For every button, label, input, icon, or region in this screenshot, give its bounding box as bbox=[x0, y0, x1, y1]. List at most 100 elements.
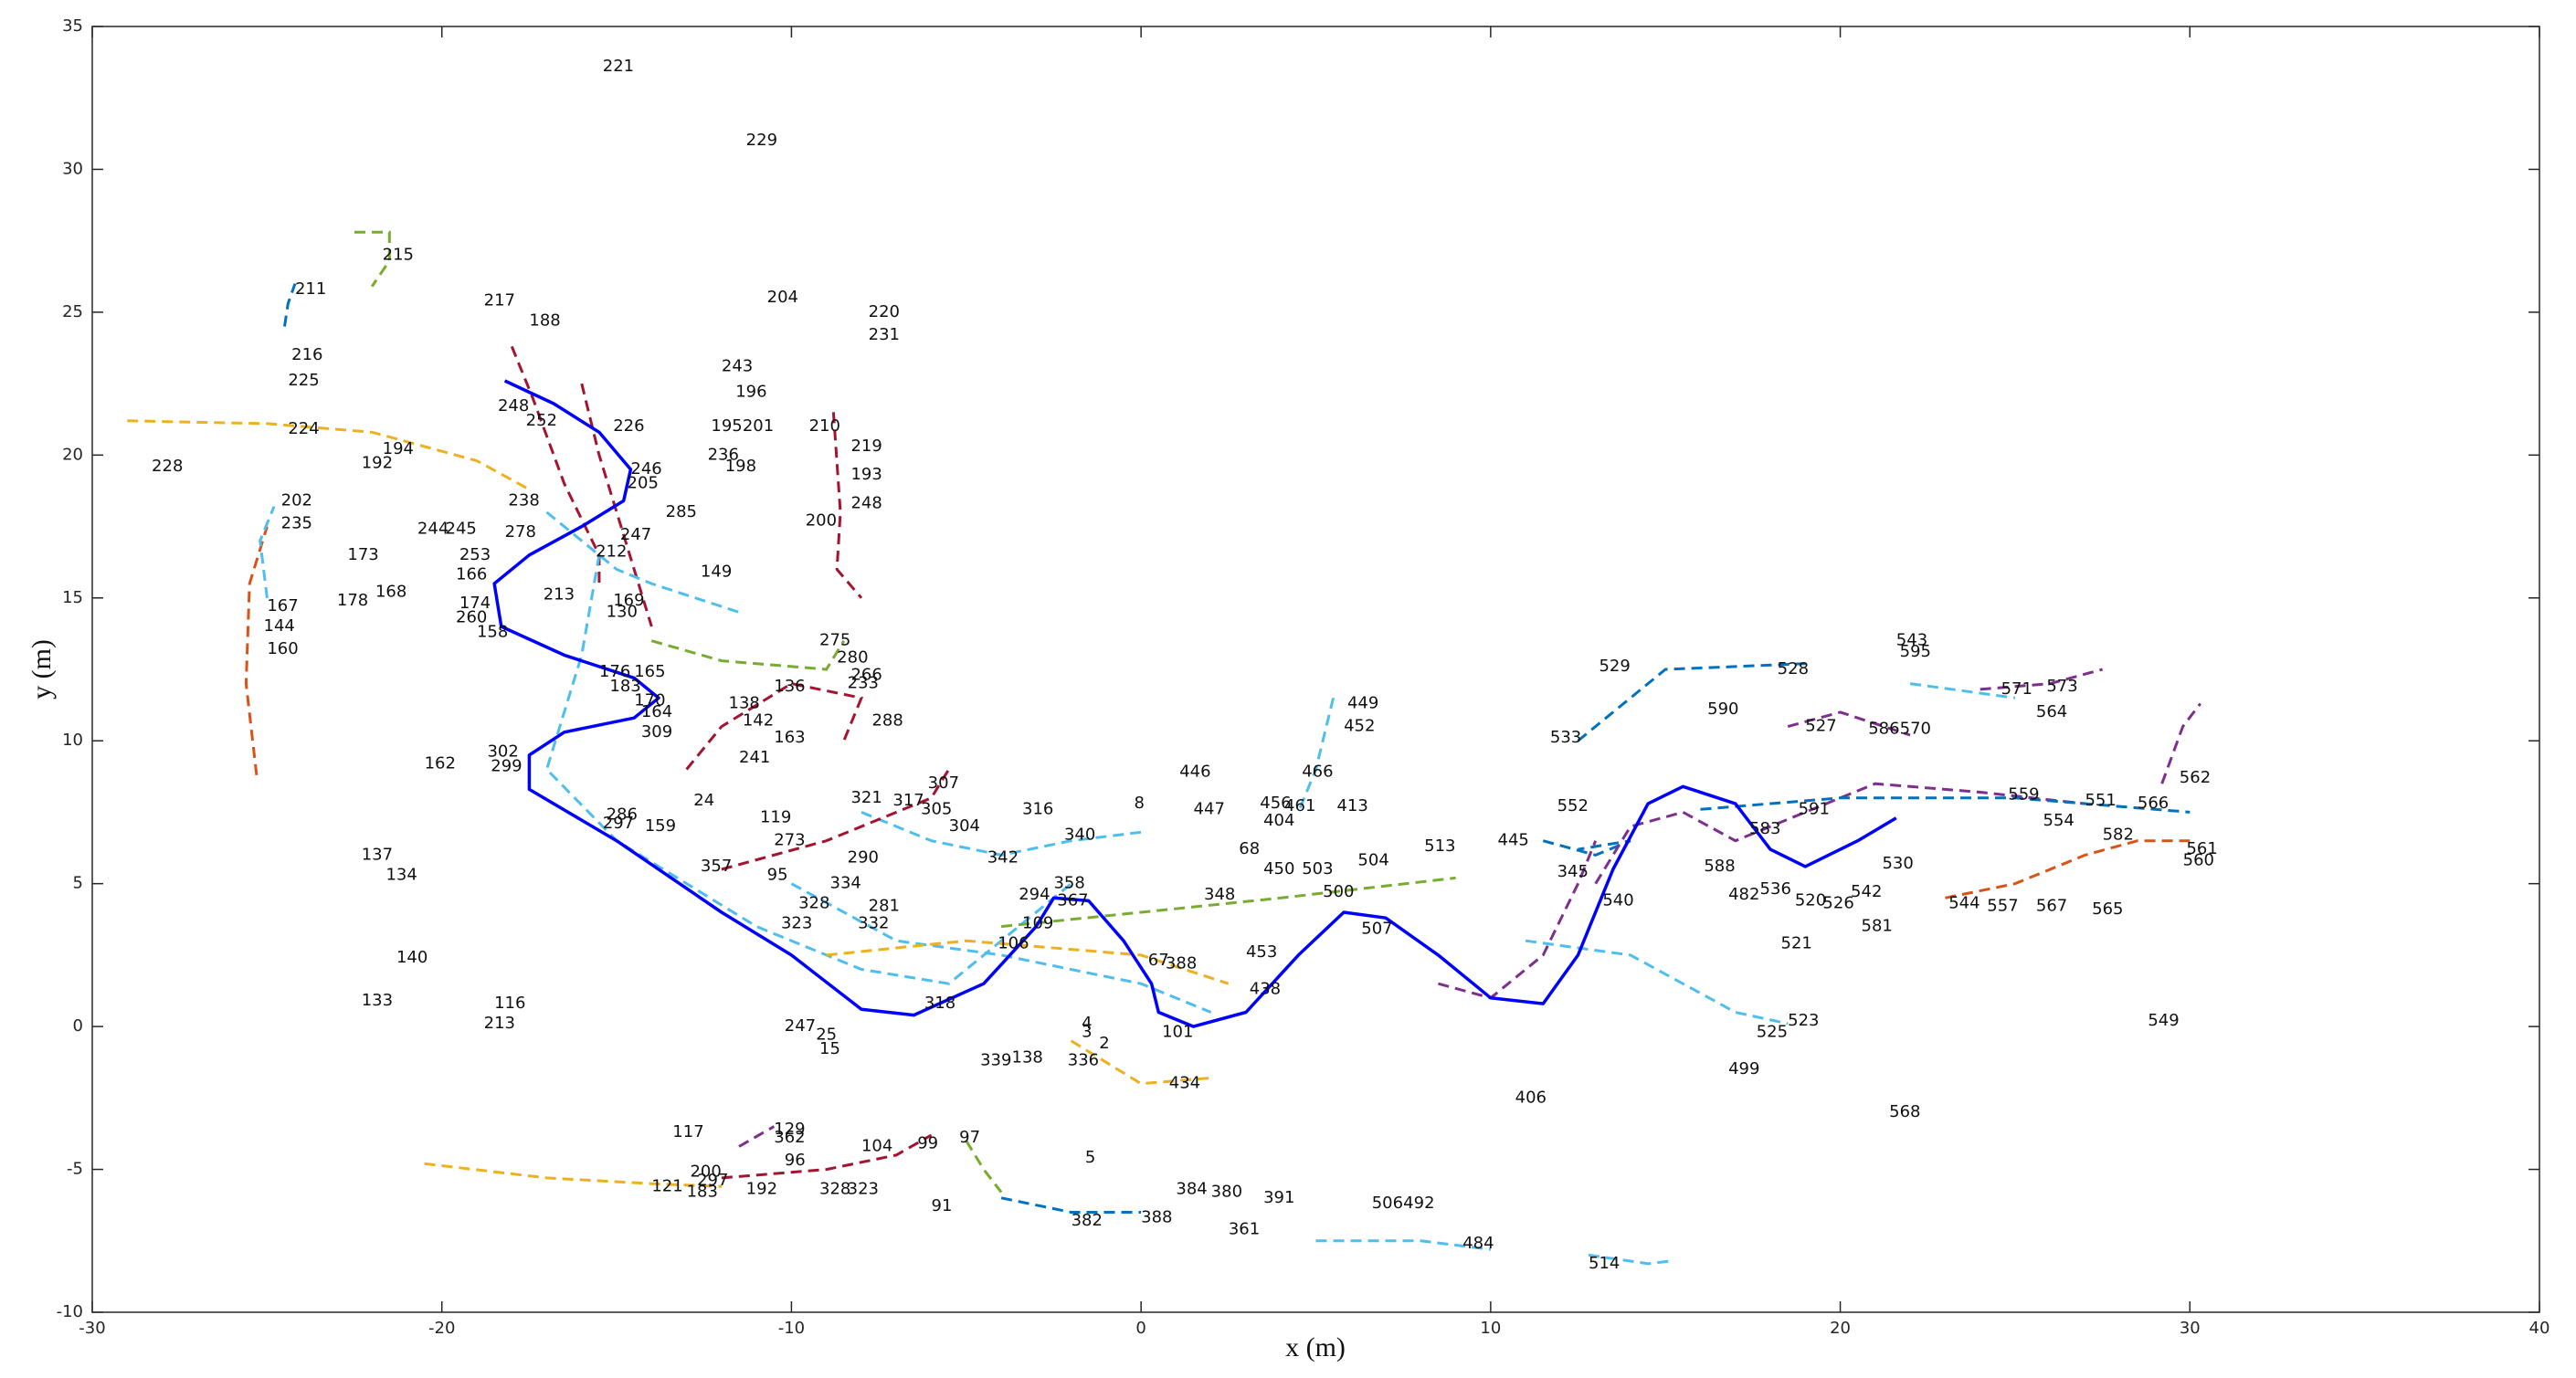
track bbox=[545, 510, 740, 614]
track bbox=[1787, 710, 1911, 737]
track-label: 583 bbox=[1749, 819, 1780, 838]
track-label: 215 bbox=[383, 245, 414, 264]
track-label: 198 bbox=[725, 457, 756, 476]
track-label: 138 bbox=[1012, 1048, 1043, 1068]
track-label: 573 bbox=[2046, 677, 2077, 696]
track-label: 590 bbox=[1707, 700, 1738, 719]
track-label: 121 bbox=[651, 1176, 682, 1195]
track-label: 345 bbox=[1557, 862, 1589, 881]
track bbox=[1577, 662, 1806, 742]
track-label: 361 bbox=[1229, 1219, 1260, 1238]
track bbox=[1297, 697, 1336, 813]
track bbox=[127, 419, 531, 491]
track-label: 520 bbox=[1795, 890, 1826, 910]
track-label: 106 bbox=[998, 933, 1029, 952]
track-label: 96 bbox=[785, 1151, 806, 1170]
y-tick-label: 15 bbox=[62, 588, 83, 607]
track-label: 342 bbox=[987, 848, 1019, 868]
track bbox=[1000, 1196, 1142, 1214]
track bbox=[826, 939, 1230, 985]
track-label: 129 bbox=[774, 1120, 805, 1139]
track-label: 339 bbox=[980, 1051, 1011, 1070]
track-label: 228 bbox=[152, 457, 183, 476]
track-label: 388 bbox=[1141, 1208, 1172, 1227]
track-label: 557 bbox=[1987, 897, 2018, 916]
track-label: 212 bbox=[596, 542, 627, 562]
track bbox=[831, 412, 863, 599]
track-label: 521 bbox=[1781, 933, 1812, 952]
track-label: 25 bbox=[816, 1025, 837, 1044]
track bbox=[790, 882, 1212, 1014]
track-label: 280 bbox=[837, 647, 868, 667]
x-tick-label: -10 bbox=[778, 1319, 805, 1338]
y-axis-label: y (m) bbox=[26, 639, 57, 700]
track-label: 244 bbox=[417, 520, 449, 539]
track-label: 247 bbox=[620, 525, 651, 544]
track-label: 562 bbox=[2180, 768, 2211, 787]
track-label: 328 bbox=[819, 1179, 850, 1198]
track-label: 220 bbox=[869, 302, 900, 321]
track-label: 304 bbox=[949, 816, 980, 836]
track-label: 273 bbox=[774, 831, 805, 850]
track-label: 285 bbox=[666, 502, 697, 521]
track-label: 183 bbox=[687, 1183, 718, 1202]
track-label: 137 bbox=[362, 845, 393, 864]
plot-frame bbox=[91, 26, 2540, 1313]
track bbox=[259, 506, 276, 598]
track-label: 133 bbox=[362, 991, 393, 1010]
track-label: 297 bbox=[697, 1171, 728, 1190]
track-label: 540 bbox=[1602, 890, 1633, 910]
track bbox=[424, 1162, 722, 1188]
track-label: 164 bbox=[641, 702, 672, 721]
track-label: 138 bbox=[729, 694, 760, 713]
track-label: 238 bbox=[508, 490, 539, 510]
track-label: 507 bbox=[1361, 920, 1392, 939]
track-label: 302 bbox=[487, 742, 518, 762]
track-label: 24 bbox=[693, 791, 714, 810]
track-label: 309 bbox=[641, 722, 672, 742]
track bbox=[1945, 839, 2191, 899]
track-label: 513 bbox=[1424, 836, 1455, 856]
track-label: 224 bbox=[288, 419, 319, 438]
track-label: 200 bbox=[806, 510, 837, 530]
track-label: 173 bbox=[347, 545, 378, 564]
y-tick-label: 35 bbox=[62, 16, 83, 36]
track-label: 332 bbox=[858, 913, 889, 932]
track-label: 216 bbox=[291, 345, 322, 364]
track-label: 316 bbox=[1022, 799, 1053, 818]
track-label: 248 bbox=[498, 396, 529, 416]
track-label: 202 bbox=[281, 490, 312, 510]
track-label: 526 bbox=[1822, 894, 1853, 913]
track-label: 68 bbox=[1239, 839, 1260, 858]
track-label: 554 bbox=[2043, 811, 2075, 830]
track-label: 213 bbox=[544, 585, 575, 605]
track-label: 570 bbox=[1900, 720, 1931, 739]
track-label: 543 bbox=[1896, 631, 1927, 650]
track-label: 217 bbox=[484, 290, 515, 310]
track-label: 162 bbox=[425, 753, 456, 773]
track-label: 581 bbox=[1862, 917, 1893, 936]
x-tick-label: -20 bbox=[428, 1319, 455, 1338]
track bbox=[965, 1140, 1003, 1194]
track-label: 149 bbox=[701, 563, 732, 582]
track-label: 297 bbox=[603, 814, 634, 833]
track-label: 221 bbox=[603, 57, 634, 76]
track-label: 211 bbox=[295, 279, 326, 299]
track-label: 158 bbox=[477, 622, 508, 641]
track-label: 91 bbox=[932, 1196, 953, 1215]
track-label: 357 bbox=[701, 857, 732, 876]
track-label: 362 bbox=[774, 1128, 805, 1147]
y-tick-label: -5 bbox=[67, 1160, 83, 1179]
track-label: 294 bbox=[1019, 885, 1050, 904]
track-label: 504 bbox=[1357, 851, 1388, 870]
track-label: 449 bbox=[1347, 694, 1378, 713]
track-label: 413 bbox=[1336, 796, 1367, 815]
track-label: 452 bbox=[1344, 717, 1375, 736]
track-label: 391 bbox=[1263, 1188, 1294, 1207]
track-label: 586 bbox=[1868, 720, 1899, 739]
track-label: 484 bbox=[1462, 1234, 1494, 1253]
track bbox=[1315, 1239, 1492, 1251]
track-label: 166 bbox=[456, 565, 487, 584]
track-label: 305 bbox=[921, 799, 952, 818]
